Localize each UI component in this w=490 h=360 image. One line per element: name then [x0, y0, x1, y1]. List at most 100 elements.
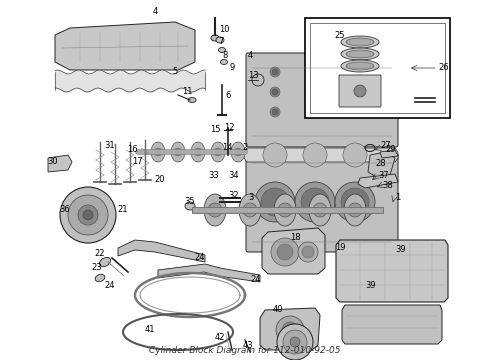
- Circle shape: [278, 203, 292, 217]
- Polygon shape: [342, 305, 442, 344]
- Circle shape: [342, 69, 348, 75]
- Ellipse shape: [99, 257, 111, 267]
- Circle shape: [340, 87, 350, 97]
- Ellipse shape: [346, 50, 374, 58]
- Circle shape: [375, 89, 381, 95]
- Polygon shape: [358, 174, 398, 188]
- Circle shape: [234, 148, 242, 156]
- Polygon shape: [244, 148, 398, 162]
- Ellipse shape: [309, 194, 331, 226]
- Ellipse shape: [151, 142, 165, 162]
- Circle shape: [340, 107, 350, 117]
- Circle shape: [342, 89, 348, 95]
- Text: 24: 24: [104, 280, 115, 289]
- Text: 23: 23: [91, 264, 102, 273]
- Ellipse shape: [171, 142, 185, 162]
- Text: 21: 21: [118, 206, 128, 215]
- Circle shape: [290, 337, 300, 347]
- Ellipse shape: [341, 36, 379, 48]
- Text: 26: 26: [438, 63, 449, 72]
- Text: Cylinder Block Diagram for 112-010-92-05: Cylinder Block Diagram for 112-010-92-05: [149, 346, 341, 355]
- Ellipse shape: [211, 35, 219, 41]
- Circle shape: [340, 67, 350, 77]
- Ellipse shape: [346, 62, 374, 70]
- Circle shape: [255, 182, 295, 222]
- Text: 37: 37: [378, 171, 389, 180]
- Circle shape: [252, 74, 264, 86]
- Polygon shape: [260, 308, 320, 350]
- Circle shape: [270, 87, 280, 97]
- Text: 29: 29: [385, 145, 395, 154]
- Circle shape: [208, 203, 222, 217]
- Circle shape: [341, 188, 369, 216]
- Circle shape: [305, 87, 315, 97]
- Circle shape: [375, 69, 381, 75]
- Circle shape: [214, 148, 222, 156]
- Text: 1: 1: [395, 194, 400, 202]
- Text: 14: 14: [222, 144, 232, 153]
- Circle shape: [271, 238, 299, 266]
- Circle shape: [373, 107, 383, 117]
- FancyBboxPatch shape: [339, 75, 381, 107]
- Circle shape: [154, 148, 162, 156]
- Text: 40: 40: [273, 306, 283, 315]
- Text: 8: 8: [222, 50, 227, 59]
- Text: 13: 13: [248, 71, 259, 80]
- Text: 3: 3: [248, 194, 253, 202]
- Text: 30: 30: [48, 158, 58, 166]
- Ellipse shape: [204, 194, 226, 226]
- Ellipse shape: [95, 274, 105, 282]
- Text: 12: 12: [224, 123, 235, 132]
- Ellipse shape: [216, 37, 224, 43]
- Text: 22: 22: [95, 248, 105, 257]
- Circle shape: [354, 85, 366, 97]
- Text: 43: 43: [243, 341, 253, 350]
- Ellipse shape: [341, 48, 379, 60]
- Circle shape: [295, 182, 335, 222]
- Ellipse shape: [344, 194, 366, 226]
- Ellipse shape: [185, 202, 195, 210]
- Circle shape: [263, 143, 287, 167]
- Polygon shape: [262, 228, 325, 274]
- Polygon shape: [118, 240, 205, 262]
- Circle shape: [307, 109, 313, 115]
- Text: 15: 15: [210, 126, 221, 135]
- Circle shape: [174, 148, 182, 156]
- Circle shape: [335, 182, 375, 222]
- Circle shape: [373, 67, 383, 77]
- Text: 33: 33: [208, 171, 219, 180]
- Circle shape: [272, 109, 278, 115]
- Polygon shape: [380, 150, 398, 158]
- Text: 4: 4: [248, 50, 253, 59]
- Circle shape: [305, 67, 315, 77]
- Ellipse shape: [341, 60, 379, 72]
- Text: 18: 18: [290, 234, 301, 243]
- Circle shape: [272, 89, 278, 95]
- Text: 39: 39: [395, 246, 406, 255]
- Text: 36: 36: [59, 206, 70, 215]
- Text: 4: 4: [152, 8, 158, 17]
- Circle shape: [343, 143, 367, 167]
- Ellipse shape: [219, 48, 225, 53]
- Text: 32: 32: [228, 190, 239, 199]
- Text: 10: 10: [219, 26, 229, 35]
- Circle shape: [283, 330, 307, 354]
- Circle shape: [342, 109, 348, 115]
- Circle shape: [305, 107, 315, 117]
- Text: 24: 24: [195, 253, 205, 262]
- Circle shape: [276, 316, 304, 344]
- Text: 41: 41: [145, 325, 155, 334]
- Circle shape: [301, 188, 329, 216]
- Polygon shape: [158, 264, 260, 282]
- Text: 11: 11: [182, 87, 193, 96]
- Text: 28: 28: [375, 158, 386, 167]
- Text: 27: 27: [380, 140, 391, 149]
- Circle shape: [375, 109, 381, 115]
- Circle shape: [78, 205, 98, 225]
- Ellipse shape: [274, 194, 296, 226]
- Text: 24: 24: [250, 275, 261, 284]
- Circle shape: [348, 203, 362, 217]
- Text: 39: 39: [365, 280, 376, 289]
- Ellipse shape: [211, 142, 225, 162]
- Circle shape: [68, 195, 108, 235]
